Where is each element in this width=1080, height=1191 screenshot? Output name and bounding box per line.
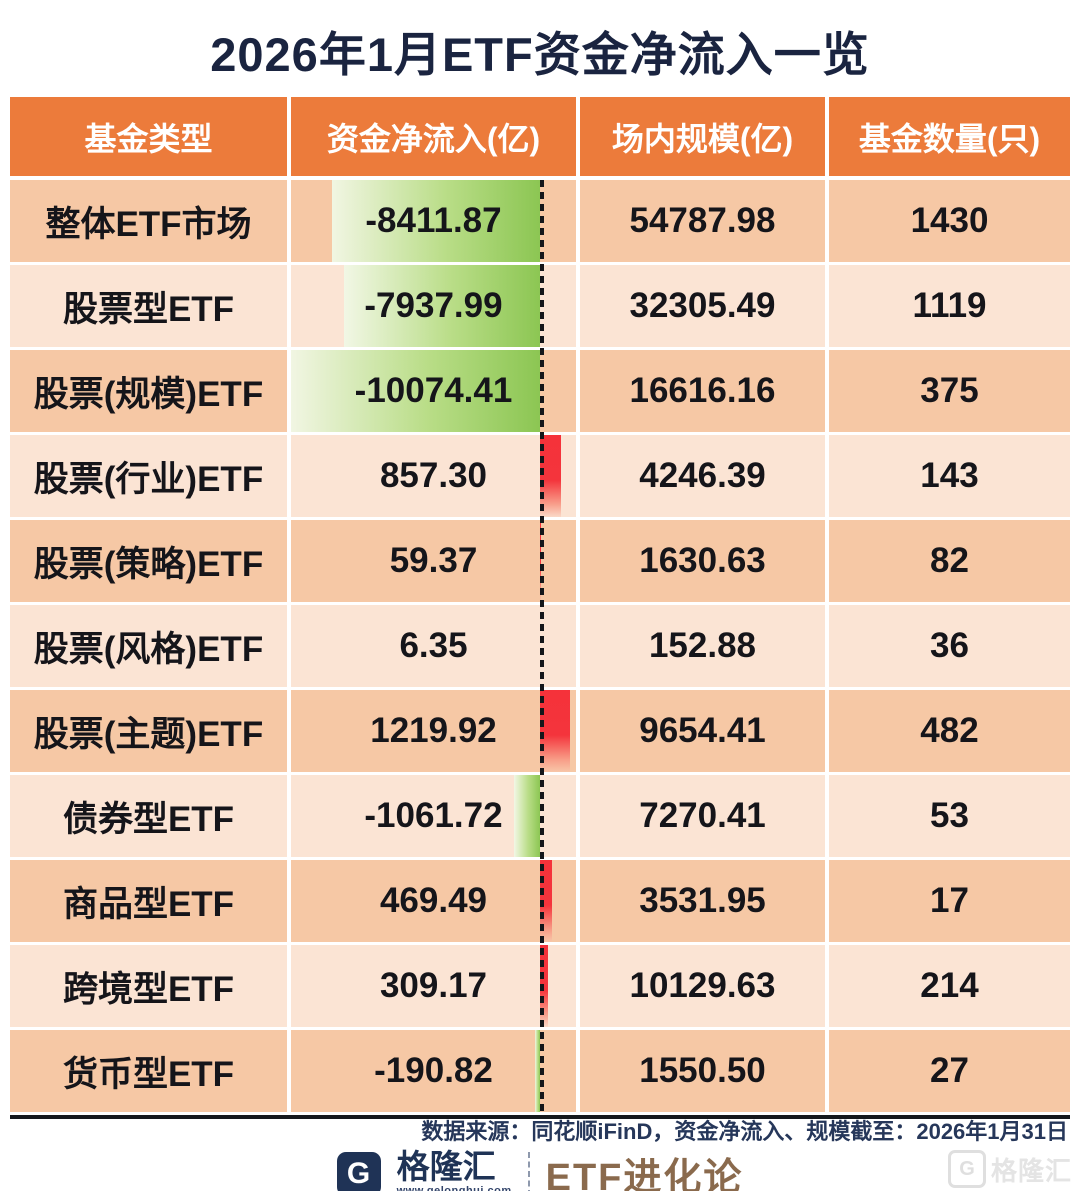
fund-type-cell: 股票(规模)ETF <box>10 350 287 432</box>
net-flow-cell: -1061.72 <box>291 775 576 857</box>
fund-type-cell: 商品型ETF <box>10 860 287 942</box>
column-header-fund-count: 基金数量(只) <box>829 97 1070 176</box>
table-row: 股票(策略)ETF 59.37 1630.63 82 <box>10 520 1070 602</box>
net-flow-cell: -10074.41 <box>291 350 576 432</box>
fund-count-cell: 143 <box>829 435 1070 517</box>
negative-flow-bar <box>332 180 540 262</box>
table-row: 股票型ETF -7937.99 32305.49 1119 <box>10 265 1070 347</box>
net-flow-cell: 59.37 <box>291 520 576 602</box>
table-row: 债券型ETF -1061.72 7270.41 53 <box>10 775 1070 857</box>
market-scale-cell: 16616.16 <box>580 350 825 432</box>
positive-flow-bar <box>540 435 562 517</box>
market-scale-cell: 152.88 <box>580 605 825 687</box>
table-row: 货币型ETF -190.82 1550.50 27 <box>10 1030 1070 1112</box>
brand-name-stack: 格隆汇 www.gelonghui.com <box>397 1150 512 1191</box>
fund-type-cell: 股票(风格)ETF <box>10 605 287 687</box>
brand-url: www.gelonghui.com <box>396 1185 512 1191</box>
fund-count-cell: 375 <box>829 350 1070 432</box>
fund-count-cell: 36 <box>829 605 1070 687</box>
net-flow-cell: -190.82 <box>291 1030 576 1112</box>
fund-type-cell: 整体ETF市场 <box>10 180 287 262</box>
table-body: 整体ETF市场 -8411.87 54787.98 1430 股票型ETF -7937.9… <box>10 180 1070 1119</box>
watermark: G 格隆汇 <box>947 1150 1072 1188</box>
column-header-fund-type: 基金类型 <box>10 97 287 176</box>
negative-flow-bar <box>291 350 540 432</box>
fund-type-cell: 货币型ETF <box>10 1030 287 1112</box>
negative-flow-bar <box>535 1030 540 1112</box>
market-scale-cell: 9654.41 <box>580 690 825 772</box>
fund-count-cell: 482 <box>829 690 1070 772</box>
market-scale-cell: 7270.41 <box>580 775 825 857</box>
positive-flow-bar <box>540 690 571 772</box>
fund-type-cell: 跨境型ETF <box>10 945 287 1027</box>
net-flow-cell: 6.35 <box>291 605 576 687</box>
fund-type-cell: 债券型ETF <box>10 775 287 857</box>
data-source-note: 数据来源：同花顺iFinD，资金净流入、规模截至：2026年1月31日 <box>421 1119 1068 1144</box>
fund-count-cell: 53 <box>829 775 1070 857</box>
net-flow-cell: -7937.99 <box>291 265 576 347</box>
fund-count-cell: 17 <box>829 860 1070 942</box>
column-header-market-scale: 场内规模(亿) <box>580 97 825 176</box>
market-scale-cell: 4246.39 <box>580 435 825 517</box>
fund-type-cell: 股票(策略)ETF <box>10 520 287 602</box>
market-scale-cell: 54787.98 <box>580 180 825 262</box>
net-flow-cell: 1219.92 <box>291 690 576 772</box>
net-flow-cell: 469.49 <box>291 860 576 942</box>
table-header-row: 基金类型 资金净流入(亿) 场内规模(亿) 基金数量(只) <box>10 97 1070 176</box>
fund-count-cell: 214 <box>829 945 1070 1027</box>
market-scale-cell: 32305.49 <box>580 265 825 347</box>
fund-count-cell: 1430 <box>829 180 1070 262</box>
fund-count-cell: 82 <box>829 520 1070 602</box>
positive-flow-bar <box>540 860 552 942</box>
brand-divider <box>527 1151 530 1191</box>
market-scale-cell: 1550.50 <box>580 1030 825 1112</box>
market-scale-cell: 3531.95 <box>580 860 825 942</box>
table-row: 股票(规模)ETF -10074.41 16616.16 375 <box>10 350 1070 432</box>
fund-type-cell: 股票(行业)ETF <box>10 435 287 517</box>
net-flow-cell: -8411.87 <box>291 180 576 262</box>
footer-brand: G 格隆汇 www.gelonghui.com ETF进化论 <box>0 1146 1080 1191</box>
page-title: 2026年1月ETF资金净流入一览 <box>210 28 870 81</box>
net-flow-cell: 857.30 <box>291 435 576 517</box>
fund-type-cell: 股票(主题)ETF <box>10 690 287 772</box>
table-row: 整体ETF市场 -8411.87 54787.98 1430 <box>10 180 1070 262</box>
negative-flow-bar <box>513 775 540 857</box>
fund-count-cell: 27 <box>829 1030 1070 1112</box>
zero-axis-dashed-line <box>540 180 544 1115</box>
etf-table: 基金类型 资金净流入(亿) 场内规模(亿) 基金数量(只) 整体ETF市场 -84… <box>10 97 1070 1119</box>
market-scale-cell: 10129.63 <box>580 945 825 1027</box>
fund-type-cell: 股票型ETF <box>10 265 287 347</box>
gelonghui-logo-icon: G <box>336 1151 381 1191</box>
watermark-text: 格隆汇 <box>990 1155 1072 1186</box>
table-row: 股票(风格)ETF 6.35 152.88 36 <box>10 605 1070 687</box>
market-scale-cell: 1630.63 <box>580 520 825 602</box>
table-row: 股票(行业)ETF 857.30 4246.39 143 <box>10 435 1070 517</box>
table-row: 股票(主题)ETF 1219.92 9654.41 482 <box>10 690 1070 772</box>
table-row: 跨境型ETF 309.17 10129.63 214 <box>10 945 1070 1027</box>
brand-column-name: ETF进化论 <box>545 1157 744 1191</box>
net-flow-cell: 309.17 <box>291 945 576 1027</box>
negative-flow-bar <box>343 265 540 347</box>
watermark-logo-icon: G <box>947 1150 986 1188</box>
table-row: 商品型ETF 469.49 3531.95 17 <box>10 860 1070 942</box>
brand-name: 格隆汇 <box>396 1148 496 1185</box>
fund-count-cell: 1119 <box>829 265 1070 347</box>
column-header-net-flow: 资金净流入(亿) <box>291 97 576 176</box>
